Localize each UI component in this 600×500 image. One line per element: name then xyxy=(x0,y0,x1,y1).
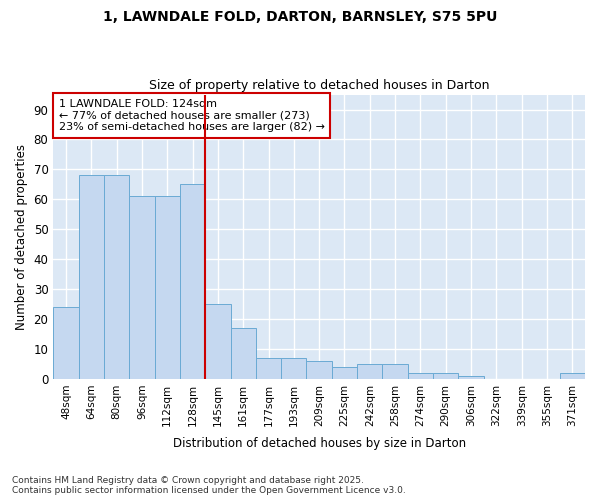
Text: 1, LAWNDALE FOLD, DARTON, BARNSLEY, S75 5PU: 1, LAWNDALE FOLD, DARTON, BARNSLEY, S75 … xyxy=(103,10,497,24)
Bar xyxy=(205,304,230,379)
Text: 1 LAWNDALE FOLD: 124sqm
← 77% of detached houses are smaller (273)
23% of semi-d: 1 LAWNDALE FOLD: 124sqm ← 77% of detache… xyxy=(59,99,325,132)
Title: Size of property relative to detached houses in Darton: Size of property relative to detached ho… xyxy=(149,79,490,92)
Bar xyxy=(408,373,433,379)
Bar xyxy=(433,373,458,379)
Bar xyxy=(155,196,180,379)
Bar xyxy=(357,364,382,379)
Bar xyxy=(129,196,155,379)
Bar xyxy=(104,176,129,379)
Bar xyxy=(332,367,357,379)
Bar xyxy=(79,176,104,379)
Bar xyxy=(560,373,585,379)
Bar xyxy=(180,184,205,379)
Bar xyxy=(256,358,281,379)
X-axis label: Distribution of detached houses by size in Darton: Distribution of detached houses by size … xyxy=(173,437,466,450)
Y-axis label: Number of detached properties: Number of detached properties xyxy=(15,144,28,330)
Bar xyxy=(307,361,332,379)
Bar xyxy=(53,307,79,379)
Text: Contains HM Land Registry data © Crown copyright and database right 2025.
Contai: Contains HM Land Registry data © Crown c… xyxy=(12,476,406,495)
Bar xyxy=(281,358,307,379)
Bar xyxy=(458,376,484,379)
Bar xyxy=(230,328,256,379)
Bar xyxy=(382,364,408,379)
